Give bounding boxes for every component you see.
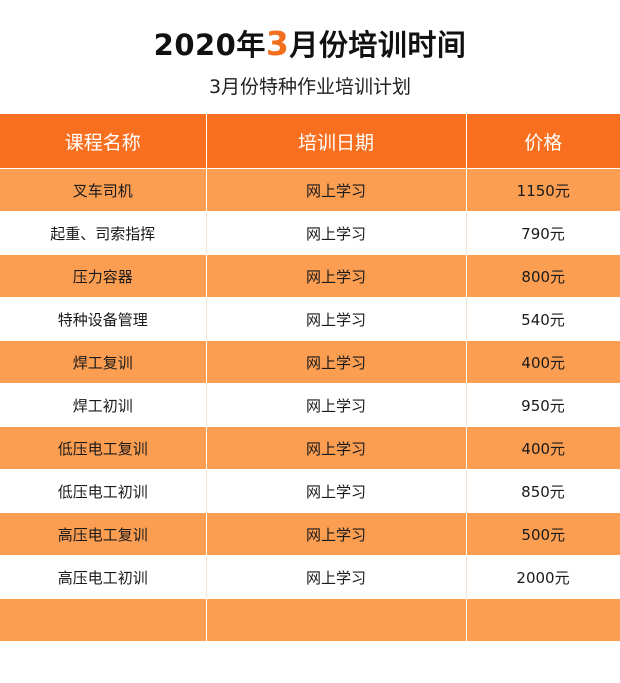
course-name-cell: 焊工复训: [0, 340, 207, 384]
price-cell: 850元: [466, 469, 620, 513]
training-date-cell: 网上学习: [206, 383, 467, 427]
training-date-cell: 网上学习: [206, 555, 467, 599]
table-row: 叉车司机 网上学习 1150元: [0, 168, 620, 212]
table-row: 高压电工复训 网上学习 500元: [0, 512, 620, 556]
header-training-date: 培训日期: [206, 114, 467, 169]
training-date-cell: 网上学习: [206, 512, 467, 556]
table-row: 焊工初训 网上学习 950元: [0, 383, 620, 427]
course-name-cell: 高压电工复训: [0, 512, 207, 556]
page-title: 2020年3月份培训时间: [0, 22, 620, 66]
price-cell: 800元: [466, 254, 620, 298]
table-row: 高压电工初训 网上学习 2000元: [0, 555, 620, 599]
price-cell: 2000元: [466, 555, 620, 599]
table-row: 压力容器 网上学习 800元: [0, 254, 620, 298]
price-cell: 1150元: [466, 168, 620, 212]
course-name-cell: 叉车司机: [0, 168, 207, 212]
price-cell: 400元: [466, 340, 620, 384]
page-subtitle: 3月份特种作业培训计划: [208, 76, 412, 98]
empty-cell: [466, 598, 620, 641]
training-date-cell: 网上学习: [206, 211, 467, 255]
table-row: 焊工复训 网上学习 400元: [0, 340, 620, 384]
header-price: 价格: [466, 114, 620, 169]
table-row: 低压电工复训 网上学习 400元: [0, 426, 620, 470]
training-date-cell: 网上学习: [206, 469, 467, 513]
price-cell: 500元: [466, 512, 620, 556]
course-name-cell: 起重、司索指挥: [0, 211, 207, 255]
price-cell: 790元: [466, 211, 620, 255]
training-date-cell: 网上学习: [206, 168, 467, 212]
table-row: 低压电工初训 网上学习 850元: [0, 469, 620, 513]
course-name-cell: 焊工初训: [0, 383, 207, 427]
training-date-cell: 网上学习: [206, 426, 467, 470]
empty-table-row: [0, 598, 620, 641]
training-date-cell: 网上学习: [206, 340, 467, 384]
table-row: 特种设备管理 网上学习 540元: [0, 297, 620, 341]
empty-cell: [0, 598, 207, 641]
price-cell: 950元: [466, 383, 620, 427]
course-name-cell: 低压电工复训: [0, 426, 207, 470]
table-row: 起重、司索指挥 网上学习 790元: [0, 211, 620, 255]
title-suffix: 月份培训时间: [289, 28, 467, 62]
price-cell: 400元: [466, 426, 620, 470]
empty-cell: [206, 598, 467, 641]
course-name-cell: 高压电工初训: [0, 555, 207, 599]
training-date-cell: 网上学习: [206, 297, 467, 341]
training-schedule-table: 课程名称 培训日期 价格 叉车司机 网上学习 1150元 起重、司索指挥 网上学…: [0, 114, 620, 641]
course-name-cell: 特种设备管理: [0, 297, 207, 341]
table-header-row: 课程名称 培训日期 价格: [0, 114, 620, 169]
title-highlight-month: 3: [265, 24, 290, 63]
course-name-cell: 压力容器: [0, 254, 207, 298]
price-cell: 540元: [466, 297, 620, 341]
training-date-cell: 网上学习: [206, 254, 467, 298]
header-course-name: 课程名称: [0, 114, 207, 169]
course-name-cell: 低压电工初训: [0, 469, 207, 513]
title-prefix: 2020年: [153, 28, 266, 62]
